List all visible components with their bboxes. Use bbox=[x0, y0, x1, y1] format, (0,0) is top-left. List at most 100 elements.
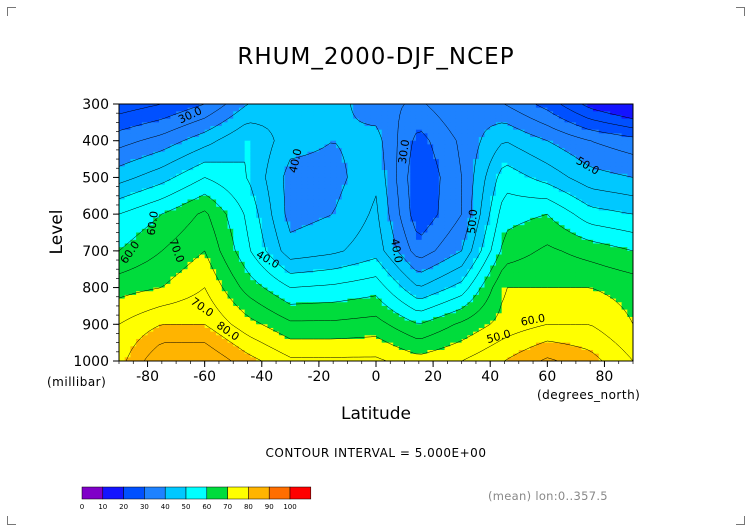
heatmap-cell bbox=[347, 192, 354, 197]
heatmap-cell bbox=[318, 287, 326, 292]
heatmap-cell bbox=[570, 243, 577, 248]
heatmap-cell bbox=[421, 166, 428, 171]
heatmap-cell bbox=[587, 210, 594, 215]
heatmap-cell bbox=[176, 254, 183, 259]
heatmap-cell bbox=[187, 192, 194, 197]
heatmap-cell bbox=[233, 272, 240, 278]
heatmap-cell bbox=[478, 148, 486, 153]
heatmap-cell bbox=[296, 104, 303, 109]
heatmap-cell bbox=[204, 265, 211, 270]
heatmap-cell bbox=[398, 151, 406, 156]
heatmap-cell bbox=[204, 177, 211, 182]
heatmap-cell bbox=[158, 173, 166, 179]
heatmap-cell bbox=[501, 148, 508, 153]
heatmap-cell bbox=[158, 258, 166, 263]
heatmap-cell bbox=[610, 298, 617, 303]
heatmap-cell bbox=[450, 181, 457, 186]
heatmap-cell bbox=[564, 225, 571, 230]
heatmap-cell bbox=[221, 247, 229, 252]
heatmap-cell bbox=[575, 250, 583, 256]
heatmap-cell bbox=[290, 177, 297, 182]
heatmap-cell bbox=[353, 269, 360, 274]
heatmap-cell bbox=[193, 272, 200, 278]
heatmap-cell bbox=[176, 280, 183, 285]
heatmap-cell bbox=[284, 261, 291, 267]
heatmap-cell bbox=[627, 181, 633, 186]
heatmap-cell bbox=[398, 107, 406, 112]
heatmap-cell bbox=[216, 265, 223, 270]
heatmap-cell bbox=[278, 162, 286, 168]
heatmap-cell bbox=[433, 144, 440, 149]
heatmap-cell bbox=[587, 115, 594, 120]
heatmap-cell bbox=[244, 298, 251, 303]
heatmap-cell bbox=[547, 195, 554, 201]
heatmap-cell bbox=[570, 203, 577, 208]
heatmap-cell bbox=[261, 199, 269, 204]
heatmap-cell bbox=[347, 232, 354, 237]
heatmap-cell bbox=[427, 228, 434, 234]
heatmap-cell bbox=[164, 155, 171, 160]
heatmap-cell bbox=[433, 221, 440, 226]
heatmap-cell bbox=[593, 111, 600, 116]
heatmap-cell bbox=[147, 247, 154, 252]
heatmap-cell bbox=[290, 133, 297, 138]
heatmap-cell bbox=[278, 177, 286, 182]
heatmap-cell bbox=[450, 225, 457, 230]
heatmap-cell bbox=[484, 298, 491, 303]
heatmap-cell bbox=[455, 192, 463, 197]
heatmap-cell bbox=[358, 162, 366, 168]
heatmap-cell bbox=[301, 170, 309, 175]
heatmap-cell bbox=[370, 221, 377, 226]
heatmap-cell bbox=[170, 214, 177, 219]
heatmap-cell bbox=[570, 195, 577, 201]
heatmap-cell bbox=[467, 199, 474, 204]
heatmap-cell bbox=[541, 148, 548, 153]
heatmap-cell bbox=[233, 210, 240, 215]
heatmap-cell bbox=[238, 107, 246, 112]
heatmap-cell bbox=[598, 166, 606, 171]
heatmap-cell bbox=[398, 126, 406, 131]
heatmap-cell bbox=[553, 269, 560, 274]
heatmap-cell bbox=[330, 225, 337, 230]
heatmap-cell bbox=[130, 294, 137, 300]
heatmap-cell bbox=[307, 148, 314, 153]
heatmap-cell bbox=[621, 243, 628, 248]
heatmap-cell bbox=[158, 210, 166, 215]
heatmap-cell bbox=[490, 173, 497, 179]
heatmap-cell bbox=[490, 148, 497, 153]
heatmap-cell bbox=[467, 250, 474, 256]
heatmap-cell bbox=[147, 243, 154, 248]
heatmap-cell bbox=[410, 265, 417, 270]
heatmap-cell bbox=[415, 221, 423, 226]
heatmap-cell bbox=[581, 269, 588, 274]
heatmap-cell bbox=[587, 184, 594, 190]
heatmap-cell bbox=[267, 188, 274, 193]
heatmap-cell bbox=[444, 217, 451, 223]
heatmap-cell bbox=[170, 126, 177, 131]
heatmap-cell bbox=[558, 206, 566, 212]
heatmap-cell bbox=[444, 177, 451, 182]
heatmap-cell bbox=[244, 155, 251, 160]
heatmap-cell bbox=[478, 181, 486, 186]
heatmap-cell bbox=[181, 148, 189, 153]
heatmap-cell bbox=[336, 298, 343, 303]
heatmap-cell bbox=[535, 137, 543, 142]
heatmap-cell bbox=[467, 294, 474, 300]
heatmap-cell bbox=[330, 137, 337, 142]
heatmap-cell bbox=[410, 287, 417, 292]
heatmap-cell bbox=[210, 111, 217, 116]
heatmap-cell bbox=[216, 272, 223, 278]
heatmap-cell bbox=[547, 126, 554, 131]
heatmap-cell bbox=[176, 269, 183, 274]
heatmap-cell bbox=[547, 294, 554, 300]
heatmap-cell bbox=[284, 155, 291, 160]
heatmap-cell bbox=[187, 305, 194, 311]
heatmap-cell bbox=[553, 287, 560, 292]
heatmap-cell bbox=[313, 199, 320, 204]
heatmap-cell bbox=[187, 214, 194, 219]
heatmap-cell bbox=[615, 107, 623, 112]
heatmap-cell bbox=[330, 302, 337, 307]
heatmap-cell bbox=[398, 272, 406, 278]
heatmap-cell bbox=[301, 192, 309, 197]
heatmap-cell bbox=[393, 280, 400, 285]
